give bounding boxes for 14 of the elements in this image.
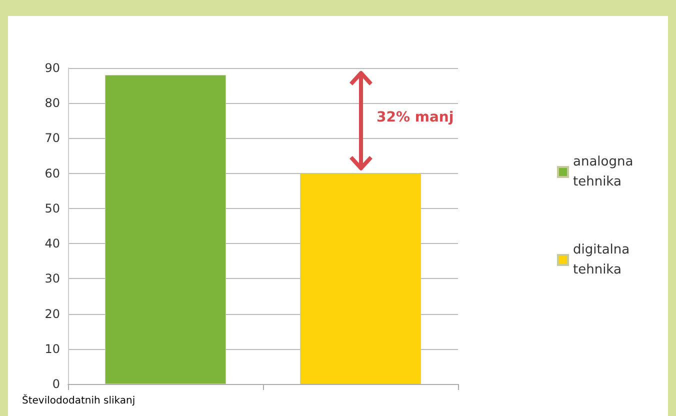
- y-tick-label: 90: [44, 61, 60, 75]
- y-tick-label: 40: [44, 236, 60, 251]
- y-tick-label: 0: [52, 377, 60, 391]
- annotation: 32% manj: [376, 110, 454, 126]
- x-axis-title: Številododatnih slikanj: [22, 394, 136, 406]
- y-tick-label: 80: [44, 96, 60, 110]
- y-tick-label: 50: [44, 201, 60, 216]
- legend-label: digitalna tehnika: [573, 242, 634, 278]
- y-tick-label: 20: [44, 306, 60, 321]
- y-tick-label: 60: [44, 166, 60, 180]
- legend-label: analogna tehnika: [573, 154, 638, 190]
- y-tick-label: 70: [44, 131, 60, 146]
- y-tick-label: 10: [44, 342, 60, 356]
- y-tick-label: 30: [44, 272, 60, 286]
